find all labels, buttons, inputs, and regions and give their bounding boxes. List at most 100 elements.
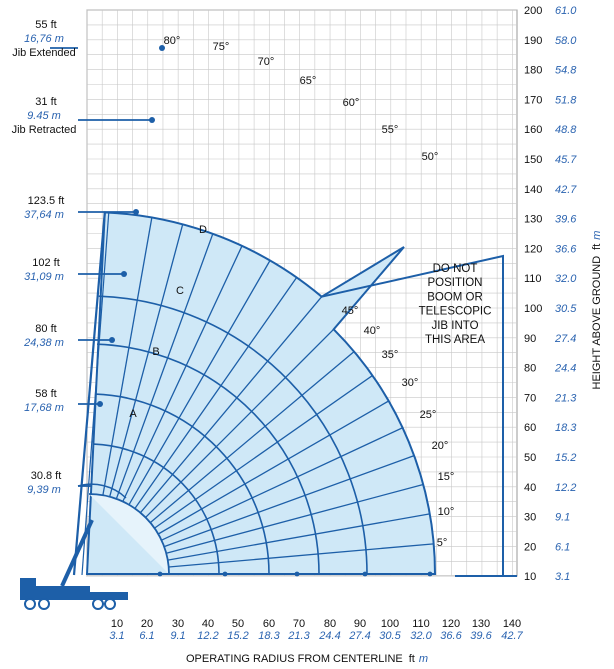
y-tick-ft: 50 [524,452,536,464]
angle-label: 5° [437,537,448,549]
y-tick-ft: 160 [524,124,542,136]
y-tick-m: 39.6 [555,214,577,226]
y-tick-m: 48.8 [555,124,577,136]
angle-line [161,427,403,541]
y-tick-ft: 10 [524,571,536,583]
y-tick-ft: 110 [524,273,542,285]
y-tick-m: 9.1 [555,512,570,524]
x-tick-m: 15.2 [227,630,248,642]
y-tick-ft: 150 [524,154,542,166]
x-tick-ft: 140 [503,618,521,630]
y-tick-m: 51.8 [555,94,577,106]
boom-rail-inner [81,212,110,576]
y-tick-ft: 60 [524,422,536,434]
y-tick-m: 21.3 [554,392,577,404]
angle-line [168,543,434,568]
x-tick-ft: 100 [381,618,399,630]
truck-rear [90,592,128,600]
y-tick-m: 36.6 [555,243,577,255]
boom-marker [97,401,103,407]
boom-note: Jib Extended [12,47,76,59]
base-marker [157,571,163,577]
min-radius-arc [88,493,170,575]
boom-length-ft: 80 ft [35,323,56,335]
boom-length-m: 16,76 m [24,33,64,45]
angle-label: 80° [164,35,181,47]
boom-marker [109,337,115,343]
angle-line [115,233,214,500]
x-tick-m: 18.3 [258,630,280,642]
boom-length-ft: 31 ft [35,96,56,108]
angle-label: 70° [258,56,275,68]
angle-line [166,483,424,554]
warning-text: BOOM OR [427,291,483,303]
angle-label: 55° [382,124,399,136]
x-tick-m: 27.4 [348,630,370,642]
angle-line [163,455,415,548]
y-tick-m: 54.8 [555,65,577,77]
boom-length-m: 9.45 m [27,110,61,122]
angle-label: 50° [422,151,439,163]
angle-line [102,217,153,496]
x-tick-ft: 80 [324,618,336,630]
angle-line [149,351,355,524]
working-envelope [85,211,517,577]
boom-rail [72,212,106,576]
truck-icon [20,519,128,610]
section-label: C [176,285,184,297]
boom-length-ft: 55 ft [35,19,56,31]
x-tick-m: 36.6 [440,630,462,642]
x-tick-ft: 30 [172,618,184,630]
x-tick-m: 9.1 [170,630,185,642]
section-arc [98,295,368,575]
envelope-area [85,211,437,575]
warning-text: DO NOT [433,263,478,275]
x-tick-m: 21.3 [287,630,310,642]
boom-length-m: 37,64 m [24,209,64,221]
retracted-arc [77,483,127,499]
boom-length-m: 9,39 m [27,484,61,496]
section-arc [96,343,320,575]
x-tick-m: 12.2 [197,630,218,642]
x-tick-m: 24.4 [318,630,340,642]
y-tick-m: 27.4 [554,333,576,345]
angle-line [109,224,184,497]
angle-line [154,375,373,529]
x-tick-ft: 20 [141,618,153,630]
boom-length-m: 31,09 m [24,271,64,283]
section-label: D [199,224,207,236]
x-tick-ft: 70 [293,618,305,630]
boom-length-m: 24,38 m [23,337,64,349]
y-tick-m: 3.1 [555,571,570,583]
x-tick-ft: 40 [202,618,214,630]
y-tick-ft: 80 [524,363,536,375]
angle-label: 65° [300,75,317,87]
y-tick-m: 18.3 [555,422,577,434]
y-tick-m: 24.4 [554,363,576,375]
boom-base [60,519,94,587]
warning-text: THIS AREA [425,334,485,346]
y-tick-m: 12.2 [555,482,576,494]
boom-marker [133,209,139,215]
boom-length-ft: 102 ft [32,257,60,269]
y-tick-ft: 170 [524,94,542,106]
y-tick-ft: 70 [524,392,536,404]
y-tick-m: 32.0 [555,273,577,285]
base-marker [427,571,433,577]
y-tick-m: 30.5 [555,303,577,315]
angle-label: 20° [432,440,449,452]
warning-text: TELESCOPIC [419,306,492,318]
y-tick-m: 6.1 [555,541,570,553]
angle-label: 75° [213,41,230,53]
y-tick-ft: 90 [524,333,536,345]
x-tick-ft: 130 [472,618,490,630]
base-marker [294,571,300,577]
boom-marker [159,45,165,51]
y-tick-m: 58.0 [555,35,577,47]
x-tick-ft: 50 [232,618,244,630]
x-tick-m: 3.1 [109,630,124,642]
boom-length-ft: 123.5 ft [28,195,65,207]
warning-text: POSITION [428,277,483,289]
boom-length-m: 17,68 m [24,402,64,414]
